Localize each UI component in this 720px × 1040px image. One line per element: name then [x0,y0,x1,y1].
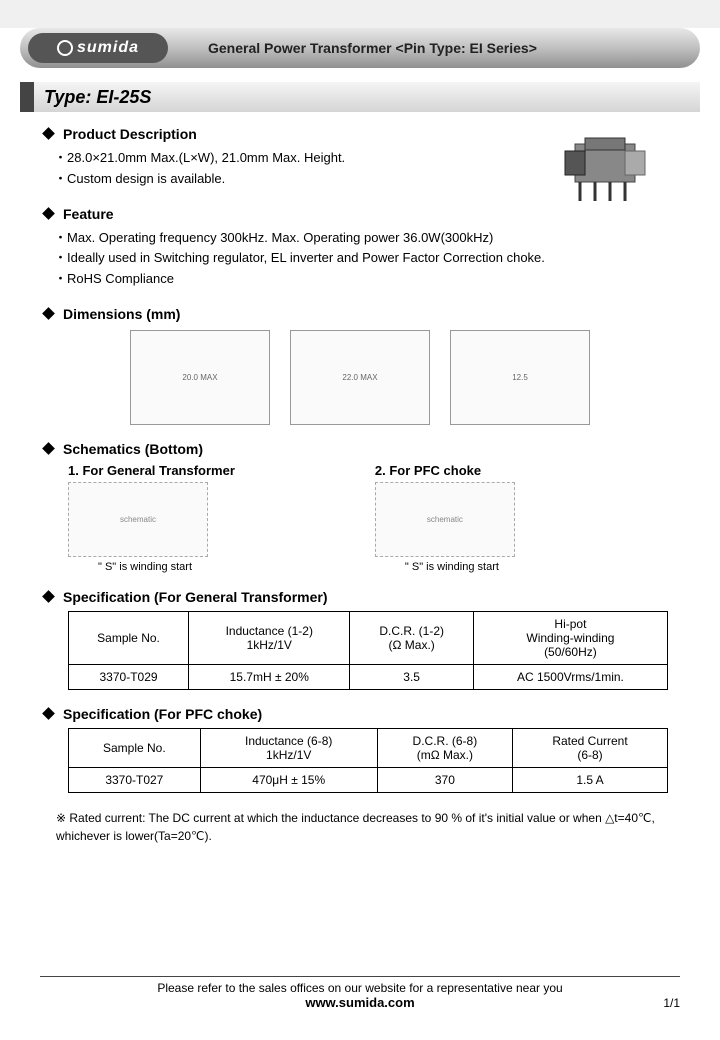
type-band: Type: EI-25S [20,82,700,112]
table-row: Sample No. Inductance (1-2)1kHz/1V D.C.R… [69,611,668,664]
product-description-section: Product Description 28.0×21.0mm Max.(L×W… [40,126,680,190]
spec1-h0: Sample No. [69,611,189,664]
schematics-section: Schematics (Bottom) 1. For General Trans… [40,441,680,573]
spec1-c2: 3.5 [350,664,473,689]
spec2-c2: 370 [377,767,512,792]
pd-heading: Product Description [63,126,197,142]
spec1-heading: Specification (For General Transformer) [63,589,328,605]
spec1-c3: AC 1500Vrms/1min. [473,664,667,689]
diamond-icon [42,307,55,320]
schem-heading: Schematics (Bottom) [63,441,203,457]
footer-divider [40,976,680,977]
spec2-heading: Specification (For PFC choke) [63,706,262,722]
spec1-section: Specification (For General Transformer) … [40,589,680,690]
feat-line-0: Max. Operating frequency 300kHz. Max. Op… [68,228,680,249]
feature-heading: Feature [63,206,114,222]
spec1-table: Sample No. Inductance (1-2)1kHz/1V D.C.R… [68,611,668,690]
spec1-c1: 15.7mH ± 20% [189,664,350,689]
schem-title-2: 2. For PFC choke [375,463,515,478]
dim-drawing-1: 20.0 MAX [130,330,270,425]
diamond-icon [42,590,55,603]
schem-note-2: " S" is winding start [405,561,515,573]
dim-heading: Dimensions (mm) [63,306,180,322]
feat-line-1: Ideally used in Switching regulator, EL … [68,248,680,269]
feat-line-2: RoHS Compliance [68,269,680,290]
spec2-section: Specification (For PFC choke) Sample No.… [40,706,680,793]
schem-note-1: " S" is winding start [98,561,235,573]
footer: Please refer to the sales offices on our… [0,976,720,1010]
schem-drawing-2: schematic [375,482,515,557]
schem-title-1: 1. For General Transformer [68,463,235,478]
transformer-image [550,126,660,211]
diamond-icon [42,442,55,455]
diamond-icon [42,127,55,140]
table-row: 3370-T027 470μH ± 15% 370 1.5 A [69,767,668,792]
schem-col-1: 1. For General Transformer schematic " S… [68,463,235,573]
header-title: General Power Transformer <Pin Type: EI … [208,40,537,56]
schem-drawing-1: schematic [68,482,208,557]
diamond-icon [42,207,55,220]
spec1-c0: 3370-T029 [69,664,189,689]
spec2-table: Sample No. Inductance (6-8)1kHz/1V D.C.R… [68,728,668,793]
spec1-h3: Hi-potWinding-winding(50/60Hz) [473,611,667,664]
spec1-h1: Inductance (1-2)1kHz/1V [189,611,350,664]
feature-section: Feature Max. Operating frequency 300kHz.… [40,206,680,290]
spec2-h2: D.C.R. (6-8)(mΩ Max.) [377,728,512,767]
dim-drawing-2: 22.0 MAX [290,330,430,425]
footer-url: www.sumida.com [0,995,720,1010]
type-label: Type: EI-25S [44,87,151,108]
diamond-icon [42,707,55,720]
dim-drawing-3: 12.5 [450,330,590,425]
spec2-h0: Sample No. [69,728,201,767]
spec2-c1: 470μH ± 15% [200,767,377,792]
footnote: ※ Rated current: The DC current at which… [56,809,680,845]
page-number: 1/1 [663,996,680,1010]
schem-col-2: 2. For PFC choke schematic " S" is windi… [375,463,515,573]
footer-text: Please refer to the sales offices on our… [0,981,720,995]
spec2-h3: Rated Current(6-8) [513,728,668,767]
brand-logo: sumida [28,33,168,63]
spec2-c0: 3370-T027 [69,767,201,792]
table-row: Sample No. Inductance (6-8)1kHz/1V D.C.R… [69,728,668,767]
spec2-h1: Inductance (6-8)1kHz/1V [200,728,377,767]
brand-text: sumida [77,39,139,57]
dimensions-section: Dimensions (mm) 20.0 MAX 22.0 MAX 12.5 [40,306,680,425]
header-bar: sumida General Power Transformer <Pin Ty… [20,28,700,68]
spec2-c3: 1.5 A [513,767,668,792]
spec1-h2: D.C.R. (1-2)(Ω Max.) [350,611,473,664]
logo-icon [57,40,73,56]
table-row: 3370-T029 15.7mH ± 20% 3.5 AC 1500Vrms/1… [69,664,668,689]
